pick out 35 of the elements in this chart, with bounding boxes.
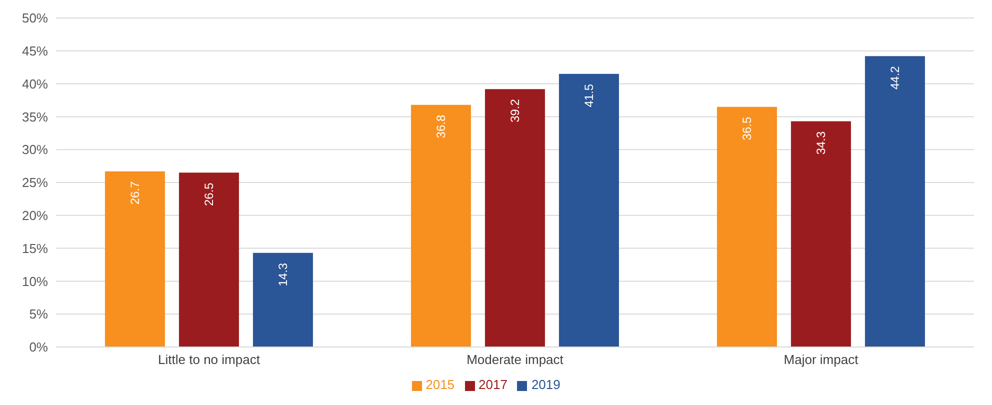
x-tick-label: Moderate impact [466,352,564,368]
data-label: 44.2 [888,66,902,90]
bar [104,171,165,347]
legend-label: 2019 [531,377,560,392]
y-tick-label: 15% [22,240,48,256]
bar [790,121,851,347]
bar [716,106,777,347]
y-tick-label: 10% [22,274,48,289]
y-tick-label: 5% [29,306,48,322]
data-label: 36.8 [434,114,448,138]
data-label: 34.3 [814,130,828,155]
y-tick-label: 0% [29,340,48,355]
y-tick-label: 20% [22,208,48,224]
y-tick-label: 30% [22,142,48,158]
legend-label: 2017 [478,377,508,392]
y-tick-label: 45% [22,44,48,59]
bar [252,252,313,347]
bar [410,104,471,347]
legend-label: 2015 [426,377,455,392]
x-tick-label: Major impact [784,352,859,368]
y-tick-label: 35% [22,109,48,124]
x-tick-label: Little to no impact [158,352,260,368]
y-tick-label: 50% [22,10,48,26]
y-tick-label: 25% [22,175,48,190]
data-label: 39.2 [508,98,522,122]
bar [558,74,619,347]
data-label: 26.5 [202,182,216,206]
bar [178,172,239,347]
data-label: 26.7 [128,180,142,205]
data-label: 41.5 [582,84,596,108]
y-tick-label: 40% [22,76,48,92]
bar [484,89,545,347]
data-label: 14.3 [276,262,290,286]
bar [864,56,925,347]
data-label: 36.5 [740,116,754,140]
